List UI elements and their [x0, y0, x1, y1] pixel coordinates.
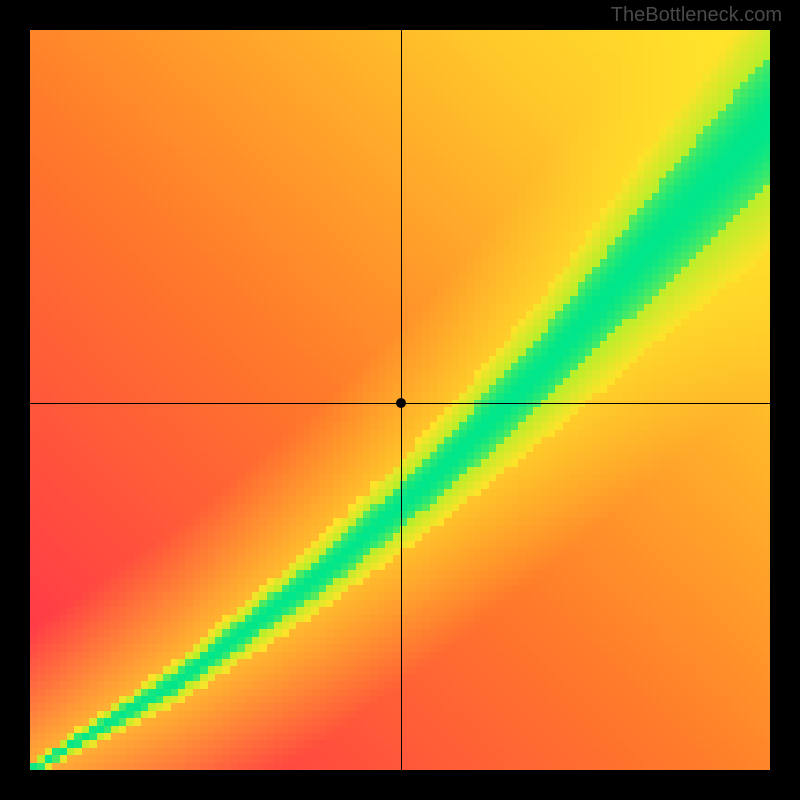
plot-area: [30, 30, 770, 770]
watermark-text: TheBottleneck.com: [611, 4, 782, 27]
crosshair-marker-dot: [396, 398, 406, 408]
